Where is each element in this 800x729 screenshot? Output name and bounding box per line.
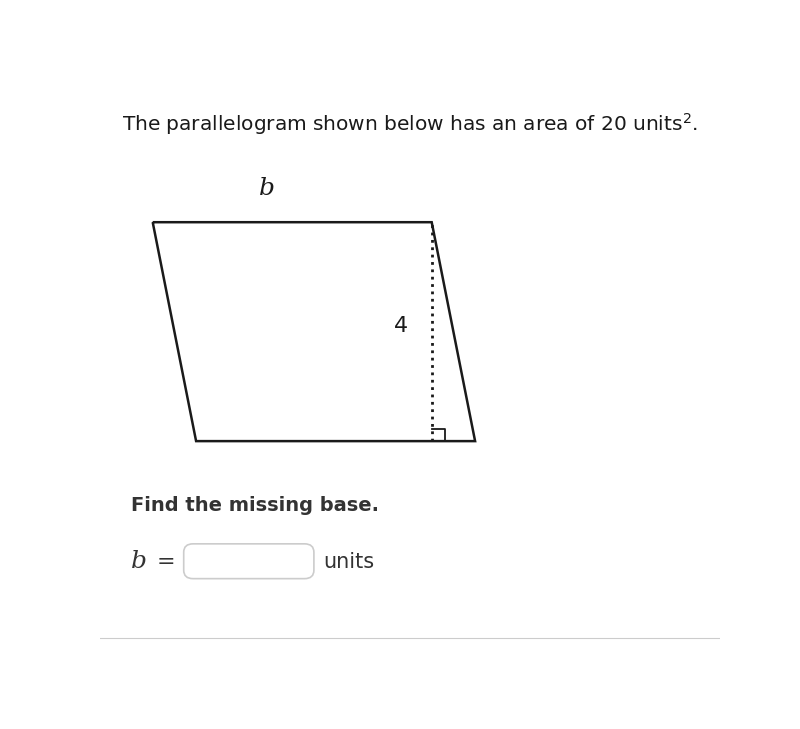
- FancyBboxPatch shape: [184, 544, 314, 579]
- Text: b: b: [131, 550, 147, 573]
- Text: Find the missing base.: Find the missing base.: [131, 496, 379, 515]
- Text: =: =: [157, 552, 176, 572]
- Text: b: b: [259, 177, 275, 200]
- Text: The parallelogram shown below has an area of 20 units$\mathregular{^2}$.: The parallelogram shown below has an are…: [122, 111, 698, 137]
- Text: 4: 4: [394, 316, 408, 336]
- Text: units: units: [323, 552, 374, 572]
